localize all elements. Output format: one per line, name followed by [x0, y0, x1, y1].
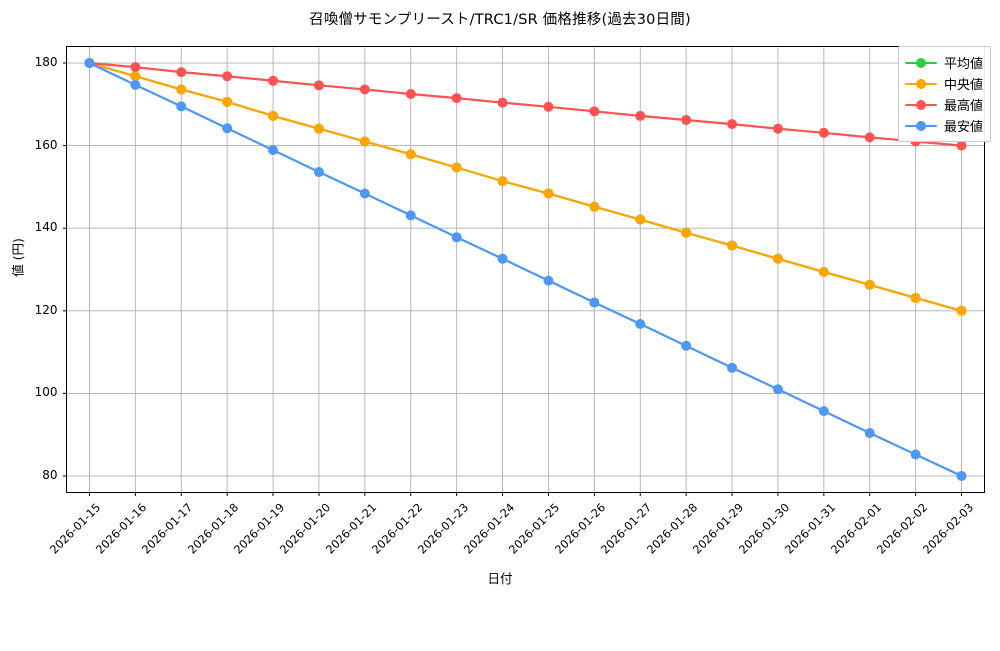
data-point-marker [130, 80, 140, 90]
y-tick-label: 160 [0, 138, 58, 152]
data-point-marker [268, 76, 278, 86]
data-point-marker [865, 428, 875, 438]
series-line [89, 63, 961, 311]
data-point-marker [589, 106, 599, 116]
legend-label: 中央値 [944, 74, 983, 93]
data-point-marker [681, 115, 691, 125]
legend-swatch-icon [905, 55, 937, 71]
data-point-marker [84, 58, 94, 68]
data-point-marker [452, 232, 462, 242]
y-tick-label: 100 [0, 385, 58, 399]
data-point-marker [176, 101, 186, 111]
data-point-marker [360, 189, 370, 199]
legend-item[interactable]: 中央値 [905, 73, 983, 94]
data-point-marker [635, 215, 645, 225]
data-point-marker [819, 267, 829, 277]
data-point-marker [268, 111, 278, 121]
data-point-marker [406, 89, 416, 99]
data-point-marker [727, 241, 737, 251]
data-point-marker [130, 62, 140, 72]
legend-swatch-icon [905, 97, 937, 113]
data-point-marker [589, 202, 599, 212]
data-point-marker [911, 450, 921, 460]
data-point-marker [452, 163, 462, 173]
legend-swatch-icon [905, 76, 937, 92]
data-point-marker [176, 67, 186, 77]
data-point-marker [773, 124, 783, 134]
series-lines [84, 58, 966, 481]
data-point-marker [957, 306, 967, 316]
data-point-marker [314, 124, 324, 134]
data-point-marker [543, 189, 553, 199]
tick-marks [63, 63, 962, 496]
y-tick-label: 180 [0, 55, 58, 69]
data-point-marker [360, 84, 370, 94]
data-point-marker [406, 210, 416, 220]
data-point-marker [727, 363, 737, 373]
legend-label: 最高値 [944, 95, 983, 114]
y-axis-label: 値 (円) [8, 208, 27, 308]
series-line [89, 63, 961, 146]
data-point-marker [498, 176, 508, 186]
legend-swatch-icon [905, 118, 937, 134]
data-point-marker [819, 128, 829, 138]
y-tick-label: 80 [0, 468, 58, 482]
data-point-marker [268, 145, 278, 155]
data-point-marker [130, 71, 140, 81]
data-point-marker [406, 149, 416, 159]
legend-item[interactable]: 最安値 [905, 115, 983, 136]
data-point-marker [773, 254, 783, 264]
x-axis-label: 日付 [0, 568, 1000, 587]
data-point-marker [452, 93, 462, 103]
data-point-marker [314, 80, 324, 90]
data-point-marker [222, 71, 232, 81]
data-point-marker [865, 132, 875, 142]
data-point-marker [498, 98, 508, 108]
data-point-marker [957, 471, 967, 481]
data-point-marker [727, 119, 737, 129]
chart-legend: 平均値中央値最高値最安値 [898, 46, 991, 142]
data-point-marker [681, 341, 691, 351]
data-point-marker [176, 84, 186, 94]
data-point-marker [957, 141, 967, 151]
legend-label: 最安値 [944, 116, 983, 135]
data-point-marker [819, 406, 829, 416]
data-point-marker [498, 254, 508, 264]
data-point-marker [314, 167, 324, 177]
legend-item[interactable]: 最高値 [905, 94, 983, 115]
data-point-marker [222, 123, 232, 133]
data-point-marker [589, 298, 599, 308]
legend-label: 平均値 [944, 53, 983, 72]
data-point-marker [865, 280, 875, 290]
data-point-marker [360, 136, 370, 146]
legend-item[interactable]: 平均値 [905, 52, 983, 73]
data-point-marker [635, 111, 645, 121]
data-point-marker [222, 97, 232, 107]
data-point-marker [543, 276, 553, 286]
series-line [89, 63, 961, 476]
data-point-marker [681, 228, 691, 238]
data-point-marker [543, 102, 553, 112]
data-point-marker [635, 319, 645, 329]
data-point-marker [773, 384, 783, 394]
data-point-marker [911, 293, 921, 303]
